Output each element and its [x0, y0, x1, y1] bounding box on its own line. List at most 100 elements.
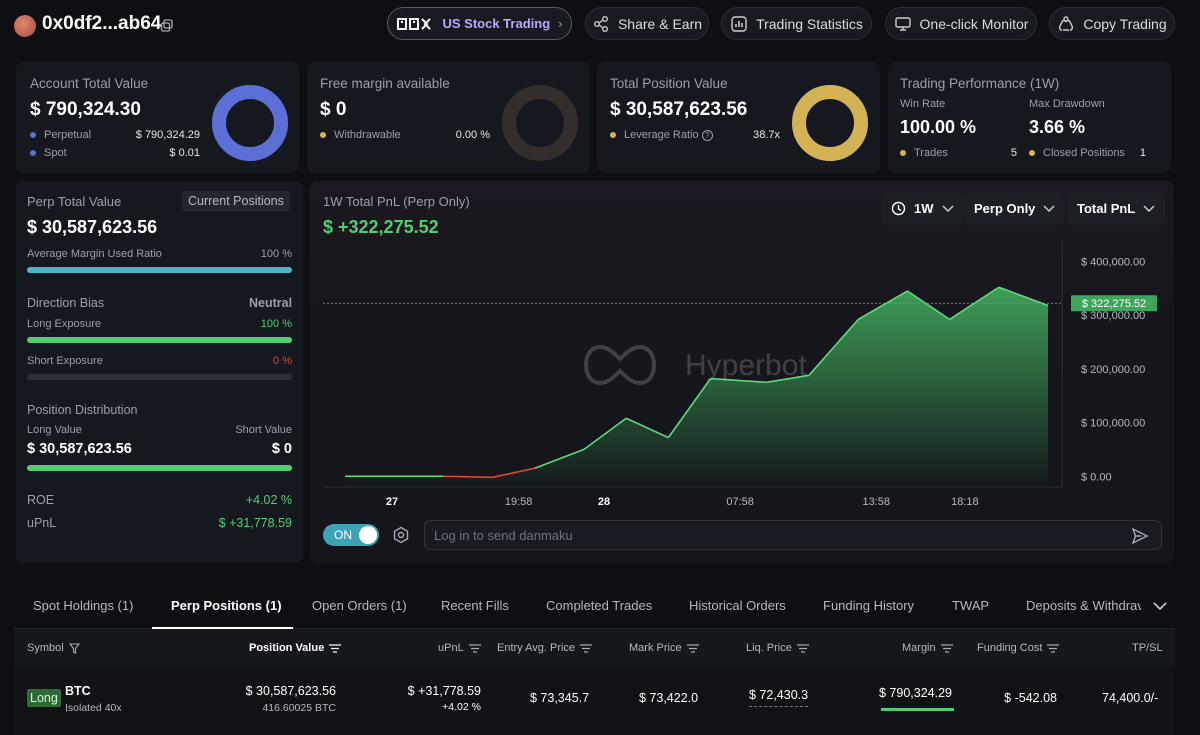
share-label: Share & Earn	[617, 15, 703, 32]
tab-funding-history[interactable]: Funding History	[823, 598, 915, 613]
danmaku-toggle[interactable]: ON	[323, 524, 379, 546]
table-row[interactable]	[14, 667, 1175, 735]
col-symbol[interactable]: Symbol	[27, 642, 80, 654]
scope-dropdown[interactable]: Perp Only	[964, 192, 1066, 225]
col-tpsl[interactable]: TP/SL	[1132, 642, 1163, 654]
tab-open-orders[interactable]: Open Orders (1)	[312, 598, 407, 613]
pnl-line-segment	[534, 448, 585, 469]
tab-twap[interactable]: TWAP	[952, 598, 990, 613]
trading-statistics-button[interactable]: Trading Statistics	[721, 7, 872, 40]
roe-value: +4.02 %	[245, 493, 292, 507]
perp-summary-panel: Perp Total Value Current Positions $ 30,…	[16, 181, 303, 563]
wallet-address: 0x0df2...ab64	[42, 13, 162, 34]
margin-cell: $ 790,324.29	[879, 686, 952, 700]
short-exposure-label: Short Exposure	[27, 355, 103, 367]
margin-ratio-value: 100 %	[260, 248, 292, 260]
drawdown-value: 3.66 %	[1029, 117, 1086, 137]
pnl-line-segment	[710, 377, 767, 384]
col-position-value[interactable]: Position Value	[249, 642, 342, 654]
active-tab-indicator	[152, 627, 293, 629]
account-title: Account Total Value	[30, 76, 149, 91]
tab-recent-fills[interactable]: Recent Fills	[441, 598, 509, 613]
upnl-label: uPnL	[27, 516, 57, 530]
closed-label: Closed Positions	[1043, 147, 1125, 159]
send-icon[interactable]	[1131, 527, 1149, 545]
tab-completed-trades[interactable]: Completed Trades	[546, 598, 653, 613]
scope-label: Perp Only	[974, 201, 1036, 216]
range-dropdown[interactable]: 1W	[881, 192, 964, 225]
metric-dropdown[interactable]: Total PnL	[1067, 192, 1166, 225]
copy-icon[interactable]	[160, 19, 174, 33]
x-tick-label: 07:58	[726, 496, 754, 508]
position-value: $ 30,587,623.56	[610, 99, 748, 120]
withdraw-dot	[320, 132, 326, 139]
tpsl-cell[interactable]: 74,400.0/-	[1102, 691, 1159, 705]
margin-donut	[502, 85, 578, 161]
pnl-line-segment	[808, 318, 859, 376]
margin-mode: Isolated 40x	[65, 702, 122, 714]
settings-icon[interactable]	[392, 526, 410, 544]
long-value-label: Long Value	[27, 424, 82, 436]
withdraw-label: Withdrawable	[334, 129, 401, 141]
position-size-cell: 416.60025 BTC	[262, 702, 336, 714]
col-margin[interactable]: Margin	[902, 642, 953, 654]
danmaku-input[interactable]: Log in to send danmaku	[424, 520, 1162, 550]
margin-ratio-row: Average Margin Used Ratio 100 %	[27, 248, 292, 260]
drawdown-label: Max Drawdown	[1029, 98, 1105, 110]
pnl-line-segment	[949, 286, 1000, 321]
x-tick-label: 28	[598, 496, 610, 508]
x-tick-label: 13:58	[862, 496, 890, 508]
clock-icon	[891, 201, 906, 216]
pnl-line-segment	[625, 417, 669, 439]
col-liq-price[interactable]: Liq. Price	[746, 642, 809, 654]
col-mark-price[interactable]: Mark Price	[629, 642, 699, 654]
chevron-right-icon: ›	[558, 16, 563, 31]
share-earn-button[interactable]: Share & Earn	[585, 7, 709, 40]
monitor-icon	[894, 16, 911, 31]
tab-historical-orders[interactable]: Historical Orders	[689, 598, 786, 613]
watermark-text: Hyperbot	[685, 349, 807, 382]
position-title: Total Position Value	[610, 76, 728, 91]
tab-deposits-withdrawals[interactable]: Deposits & Withdrav	[1026, 598, 1141, 613]
pnl-line-segment	[906, 290, 951, 321]
pnl-area	[345, 287, 1048, 487]
upnl-cell: $ +31,778.59	[407, 684, 481, 698]
chevron-down-icon	[1143, 204, 1155, 212]
position-value-cell: $ 30,587,623.56	[245, 684, 336, 698]
col-entry-price[interactable]: Entry Avg. Price	[497, 642, 593, 654]
one-click-monitor-button[interactable]: One-click Monitor	[885, 7, 1037, 40]
col-funding-cost[interactable]: Funding Cost	[977, 642, 1060, 654]
short-exposure-bar	[27, 374, 292, 380]
copy-trading-button[interactable]: Copy Trading	[1049, 7, 1175, 40]
withdraw-value: 0.00 %	[455, 129, 490, 141]
tabs-chevron-down-icon[interactable]	[1153, 601, 1167, 611]
col-upnl[interactable]: uPnL	[438, 642, 481, 654]
margin-ratio-label: Average Margin Used Ratio	[27, 248, 162, 260]
pnl-line-segment	[857, 290, 908, 321]
sort-icon	[580, 643, 593, 653]
long-exposure-bar	[27, 337, 292, 343]
perp-total-value: $ 30,587,623.56	[27, 217, 158, 237]
tab-spot-holdings[interactable]: Spot Holdings (1)	[33, 598, 134, 613]
us-stock-trading-button[interactable]: US Stock Trading ›	[387, 7, 572, 40]
avatar	[14, 15, 36, 37]
account-value: $ 790,324.30	[30, 99, 141, 120]
account-total-card: Account Total Value $ 790,324.30 Perpetu…	[16, 62, 299, 173]
sort-icon	[940, 643, 953, 653]
pnl-line-segment	[583, 417, 627, 451]
sort-icon	[329, 643, 342, 653]
winrate-label: Win Rate	[900, 98, 946, 110]
closed-dot	[1029, 150, 1035, 157]
long-value: $ 30,587,623.56	[27, 441, 132, 457]
current-positions-button[interactable]: Current Positions	[182, 191, 290, 211]
position-donut	[792, 85, 868, 161]
margin-value: $ 0	[320, 99, 347, 120]
perp-total-title: Perp Total Value	[27, 194, 122, 209]
performance-title: Trading Performance (1W)	[900, 76, 1060, 91]
spot-label: Spot	[44, 147, 67, 159]
symbol-cell[interactable]: BTC	[65, 684, 91, 698]
leverage-row: Leverage Ratio ? 38.7x	[610, 129, 780, 141]
tab-perp-positions[interactable]: Perp Positions (1)	[171, 598, 282, 613]
short-value-label: Short Value	[235, 424, 292, 436]
y-tick-label: $ 100,000.00	[1081, 418, 1145, 430]
